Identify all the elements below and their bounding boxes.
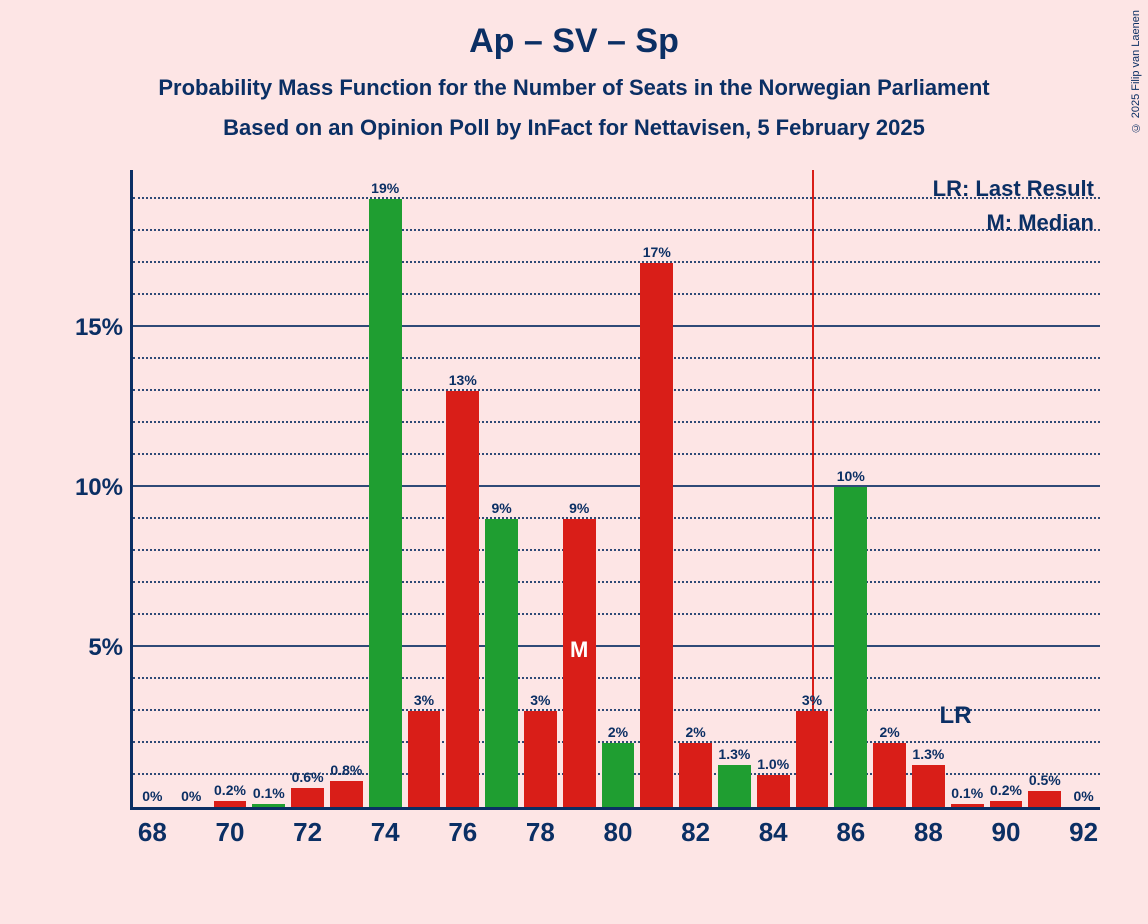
gridline [133,197,1100,199]
bar: 3% [408,711,441,807]
bar: 17% [640,263,673,807]
gridline [133,453,1100,455]
bar-value-label: 1.3% [718,746,750,762]
copyright-text: © 2025 Filip van Laenen [1130,10,1142,133]
bar-value-label: 2% [879,724,899,740]
bar: 13% [446,391,479,807]
bar: 2% [679,743,712,807]
x-axis-label: 74 [371,817,400,848]
gridline [133,581,1100,583]
bar-value-label: 19% [371,180,399,196]
bar: 1.3% [912,765,945,807]
bar-value-label: 13% [449,372,477,388]
bar: 0.1% [252,804,285,807]
last-result-label: LR [940,702,972,730]
bar: 0.2% [214,801,247,807]
legend-m: M: Median [986,210,1094,236]
bar-value-label: 0% [181,788,201,804]
bar: 3% [524,711,557,807]
bar-value-label: 0.1% [951,785,983,801]
gridline [133,421,1100,423]
bar-value-label: 2% [608,724,628,740]
y-axis-label: 5% [88,634,123,662]
gridline [133,325,1100,327]
bar-value-label: 0.2% [214,782,246,798]
bar: 3% [796,711,829,807]
bar: 9% [485,519,518,807]
bar-value-label: 0.2% [990,782,1022,798]
bar: 0.2% [990,801,1023,807]
gridline [133,389,1100,391]
bar-value-label: 0.6% [292,769,324,785]
x-axis-label: 90 [992,817,1021,848]
y-axis-label: 15% [75,314,123,342]
gridline [133,293,1100,295]
x-axis-label: 70 [216,817,245,848]
x-axis-label: 92 [1069,817,1098,848]
bar-value-label: 2% [685,724,705,740]
x-axis-label: 82 [681,817,710,848]
bar-value-label: 9% [569,500,589,516]
y-axis-label: 10% [75,474,123,502]
chart-container: LR: Last Result M: Median 5%10%15%687072… [60,170,1120,890]
gridline [133,261,1100,263]
x-axis-label: 76 [448,817,477,848]
gridline [133,549,1100,551]
gridline [133,229,1100,231]
bar-value-label: 1.3% [912,746,944,762]
bar: 2% [602,743,635,807]
bar-value-label: 17% [643,244,671,260]
x-axis-label: 72 [293,817,322,848]
bar-value-label: 3% [802,692,822,708]
bar-value-label: 0% [1073,788,1093,804]
bar: 0.5% [1028,791,1061,807]
x-axis-label: 78 [526,817,555,848]
chart-title: Ap – SV – Sp [0,0,1148,61]
bar: 19% [369,199,402,807]
bar: 1.0% [757,775,790,807]
bar-value-label: 0.8% [330,762,362,778]
bar-value-label: 3% [414,692,434,708]
bar-value-label: 0.5% [1029,772,1061,788]
bar: 1.3% [718,765,751,807]
gridline [133,613,1100,615]
x-axis-label: 80 [604,817,633,848]
chart-subtitle-2: Based on an Opinion Poll by InFact for N… [0,115,1148,141]
gridline [133,677,1100,679]
bar: 0.6% [291,788,324,807]
bar: 0.8% [330,781,363,807]
bar-value-label: 10% [837,468,865,484]
bar-value-label: 0% [142,788,162,804]
bar-value-label: 1.0% [757,756,789,772]
plot-area: LR: Last Result M: Median 5%10%15%687072… [130,170,1100,810]
bar: 0.1% [951,804,984,807]
bar: 9% [563,519,596,807]
bar-value-label: 9% [491,500,511,516]
gridline [133,485,1100,487]
gridline [133,645,1100,647]
gridline [133,357,1100,359]
bar: 10% [834,487,867,807]
gridline [133,517,1100,519]
bar-value-label: 3% [530,692,550,708]
median-marker: M [570,637,588,663]
x-axis-label: 68 [138,817,167,848]
bar-value-label: 0.1% [253,785,285,801]
chart-subtitle: Probability Mass Function for the Number… [0,75,1148,101]
x-axis-label: 84 [759,817,788,848]
bar: 2% [873,743,906,807]
x-axis-label: 88 [914,817,943,848]
x-axis-label: 86 [836,817,865,848]
